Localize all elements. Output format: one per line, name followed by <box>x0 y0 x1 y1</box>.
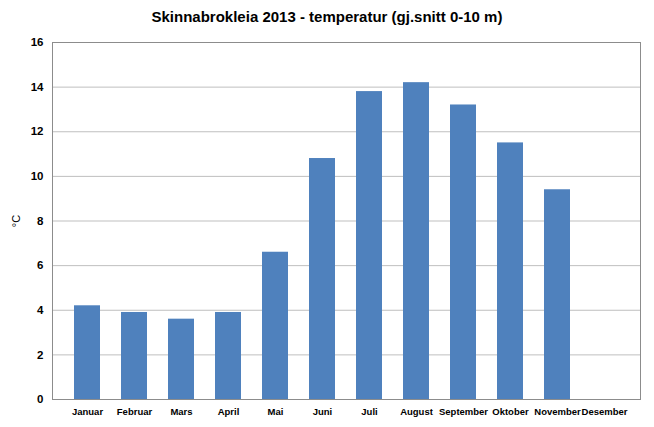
svg-text:Juli: Juli <box>361 406 377 417</box>
svg-text:8: 8 <box>37 215 44 227</box>
svg-text:16: 16 <box>31 36 44 48</box>
svg-text:Mars: Mars <box>170 406 192 417</box>
svg-text:Mai: Mai <box>268 406 284 417</box>
svg-text:April: April <box>218 406 240 417</box>
svg-text:°C: °C <box>10 215 22 227</box>
svg-text:10: 10 <box>31 170 44 182</box>
svg-text:Juni: Juni <box>313 406 333 417</box>
svg-text:Oktober: Oktober <box>492 406 529 417</box>
svg-text:6: 6 <box>37 259 43 271</box>
svg-text:4: 4 <box>37 304 44 316</box>
svg-text:12: 12 <box>31 125 44 137</box>
svg-text:Desember: Desember <box>582 406 628 417</box>
svg-text:Januar: Januar <box>72 406 103 417</box>
svg-text:2: 2 <box>37 349 43 361</box>
svg-text:Februar: Februar <box>117 406 153 417</box>
svg-text:14: 14 <box>31 81 44 93</box>
html-text:Skinnabrokleia 2013 - temperat: Skinnabrokleia 2013 - temperatur (gj.sni… <box>151 8 503 25</box>
svg-text:August: August <box>400 406 434 417</box>
svg-text:September: September <box>439 406 488 417</box>
svg-text:0: 0 <box>37 393 43 405</box>
svg-text:November: November <box>534 406 581 417</box>
